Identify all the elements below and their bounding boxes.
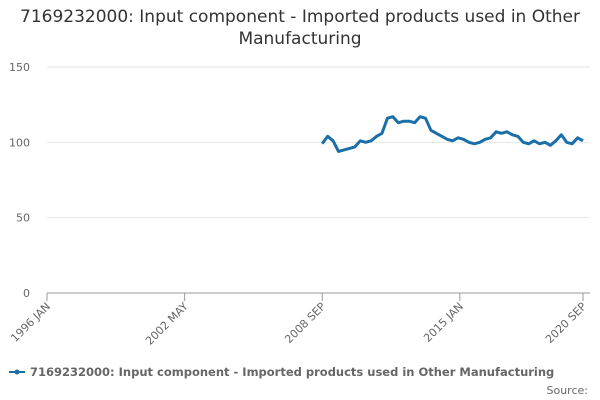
x-tick-label: 2020 SEP — [543, 300, 589, 346]
source: Source: — [547, 384, 589, 397]
y-tick-label: 0 — [23, 287, 30, 300]
x-tick-label: 1996 JAN — [8, 300, 53, 345]
y-tick-label: 50 — [16, 212, 30, 225]
y-tick-label: 100 — [9, 136, 30, 149]
y-tick-label: 150 — [9, 61, 30, 74]
legend-item: 7169232000: Input component - Imported p… — [9, 365, 554, 379]
chart-title: 7169232000: Input component - Imported p… — [20, 7, 581, 49]
x-tick-label: 2015 JAN — [421, 300, 466, 345]
legend-marker — [14, 369, 20, 375]
x-tick-label: 2002 MAY — [143, 300, 191, 348]
x-tick-label: 2008 SEP — [282, 300, 328, 346]
legend-label: 7169232000: Input component - Imported p… — [30, 365, 554, 379]
data-line — [320, 115, 584, 153]
